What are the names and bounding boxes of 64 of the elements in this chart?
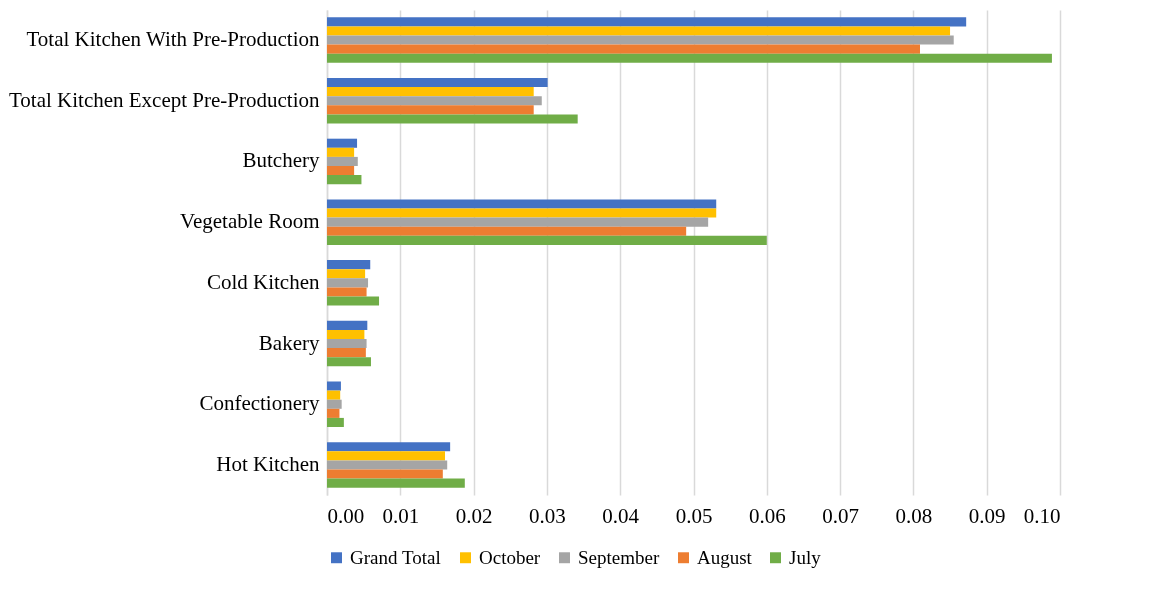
bar [327,96,542,106]
bar [327,44,920,54]
bar [327,156,358,166]
bar [327,357,371,367]
x-tick-label: 0.04 [602,503,640,528]
bar [327,478,465,488]
legend-label: Grand Total [350,546,441,568]
y-tick-label: Confectionery [199,391,320,416]
bar [327,329,365,339]
x-tick-label: 0.01 [382,503,420,528]
bar [327,87,534,97]
bar [327,17,967,27]
y-tick-label: Butchery [242,148,320,173]
legend-label: September [578,546,660,568]
y-tick-label: Vegetable Room [180,209,320,234]
bar [327,260,371,270]
y-tick-label: Total Kitchen Except Pre-Production [8,87,320,112]
legend-label: July [789,546,822,568]
bar [327,442,451,452]
legend-label: August [697,546,753,568]
bar [327,451,446,461]
bar [327,199,717,209]
y-tick-label: Cold Kitchen [206,269,320,294]
y-tick-label: Hot Kitchen [216,451,320,476]
bar [327,287,367,297]
bar [327,381,341,391]
x-tick-label: 0.08 [895,503,933,528]
bar [327,348,366,358]
bar [327,278,369,288]
bar [327,226,687,236]
bar [327,296,380,306]
legend-label: October [479,546,541,568]
bar [327,408,340,418]
x-tick-label: 0.05 [675,503,713,528]
x-tick-label: 0.10 [1023,503,1061,528]
bar [327,269,366,279]
bar [327,390,341,400]
y-tick-label: Bakery [258,330,320,355]
x-tick-label: 0.02 [455,503,493,528]
bar [327,320,368,330]
bar [327,175,362,185]
bar [327,53,1052,63]
bar [327,208,717,218]
bar [327,114,578,124]
x-tick-label: 0.06 [748,503,786,528]
x-tick-label: 0.09 [968,503,1006,528]
bar [327,26,951,36]
x-tick-label: 0.07 [822,503,859,528]
bar [327,460,448,470]
y-tick-label: Total Kitchen With Pre-Production [26,27,320,52]
bar [327,339,367,349]
bar [327,235,767,245]
bar [327,217,709,227]
x-tick-label: 0.00 [327,503,365,528]
bar [327,35,954,45]
bar [327,147,355,157]
x-tick-label: 0.03 [529,503,566,528]
bar [327,417,344,428]
bar [327,399,342,409]
bar [327,469,443,479]
bar [327,105,534,115]
bar [327,166,355,176]
bar [327,138,358,148]
bar [327,77,548,88]
